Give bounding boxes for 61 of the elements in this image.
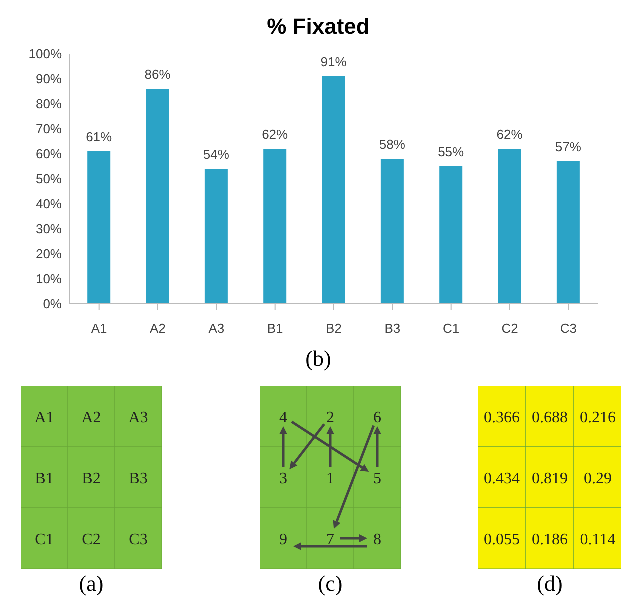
text: 0.688 bbox=[532, 410, 568, 426]
text: 3 bbox=[280, 470, 288, 488]
data-label: 61% bbox=[86, 130, 113, 144]
text: 0.055 bbox=[484, 532, 520, 548]
y-tick-label: 10% bbox=[36, 272, 62, 287]
x-tick-label: A3 bbox=[208, 321, 225, 336]
data-label: 54% bbox=[203, 147, 230, 162]
y-tick-label: 80% bbox=[36, 96, 62, 112]
x-tick-label: B2 bbox=[326, 321, 342, 336]
data-label: 57% bbox=[555, 140, 582, 154]
x-tick-label: A1 bbox=[91, 321, 108, 336]
text: C3 bbox=[129, 532, 148, 548]
x-tick-label: C3 bbox=[560, 321, 577, 336]
text: 2 bbox=[326, 410, 334, 426]
x-tick-label: B3 bbox=[384, 321, 401, 336]
chart-title: % Fixated bbox=[266, 14, 371, 41]
text: 8 bbox=[374, 532, 382, 548]
text: 5 bbox=[374, 470, 382, 488]
text: C2 bbox=[82, 532, 101, 548]
text: 0.114 bbox=[580, 532, 616, 548]
x-tick-label: A2 bbox=[150, 321, 166, 336]
data-label: 62% bbox=[262, 127, 289, 142]
text: 6 bbox=[374, 410, 382, 426]
x-tick-label: B1 bbox=[267, 321, 284, 336]
text: 7 bbox=[326, 532, 334, 548]
x-tick-label: C1 bbox=[443, 321, 460, 336]
text: A2 bbox=[82, 410, 102, 426]
data-label: 55% bbox=[438, 144, 465, 160]
y-tick-label: 90% bbox=[36, 72, 62, 87]
text: 0.29 bbox=[584, 470, 612, 488]
data-label: 91% bbox=[320, 54, 348, 70]
data-label: 58% bbox=[379, 137, 406, 152]
y-tick-label: 30% bbox=[36, 222, 62, 237]
y-tick-label: 50% bbox=[36, 172, 62, 187]
text: (c) bbox=[317, 571, 344, 597]
text: (b) bbox=[304, 346, 332, 372]
text: (d) bbox=[536, 571, 564, 597]
x-tick-label: C2 bbox=[502, 321, 518, 336]
y-tick-label: 40% bbox=[36, 196, 62, 212]
y-tick-label: 20% bbox=[36, 246, 62, 262]
text: 1 bbox=[326, 470, 334, 488]
text: 0.434 bbox=[484, 470, 520, 488]
text: B1 bbox=[35, 470, 54, 488]
text: B3 bbox=[129, 470, 148, 488]
data-label: 86% bbox=[144, 67, 172, 82]
y-tick-label: 0% bbox=[43, 296, 62, 312]
text: A1 bbox=[34, 410, 54, 426]
text: B2 bbox=[82, 470, 101, 488]
text: C1 bbox=[35, 532, 54, 548]
text: 0.366 bbox=[484, 410, 520, 426]
y-tick-label: 100% bbox=[28, 46, 62, 62]
text: 0.216 bbox=[580, 410, 616, 426]
text: 0.186 bbox=[532, 532, 568, 548]
text: 0.819 bbox=[532, 470, 568, 488]
text: 4 bbox=[280, 410, 288, 426]
text: A3 bbox=[128, 410, 148, 426]
text: 9 bbox=[280, 532, 288, 548]
y-tick-label: 60% bbox=[36, 146, 62, 162]
data-label: 62% bbox=[496, 127, 524, 142]
y-tick-label: 70% bbox=[36, 122, 62, 137]
text: (a) bbox=[78, 571, 105, 597]
